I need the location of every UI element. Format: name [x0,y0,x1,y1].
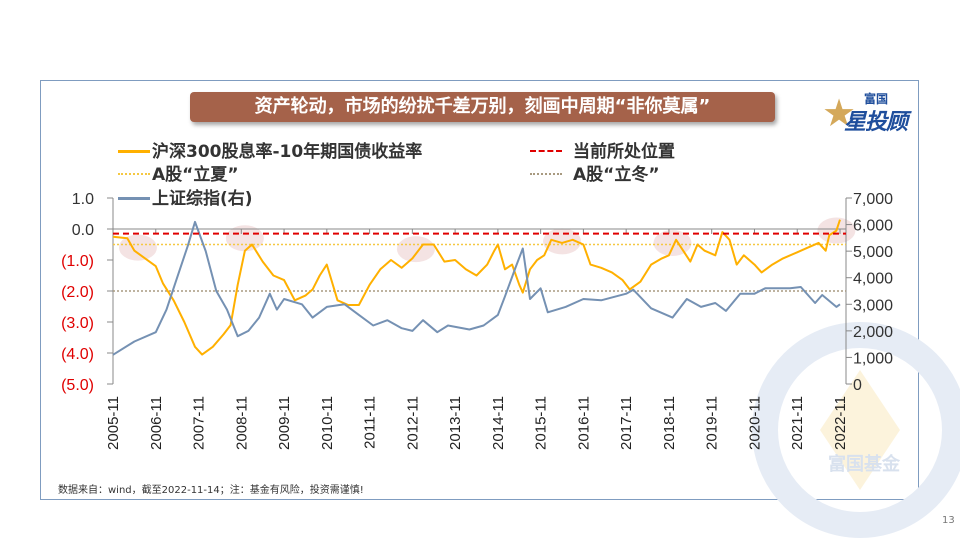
highlight-ellipse [396,236,435,263]
y-right-tick-label: 3,000 [853,297,893,314]
legend-label-index: 上证综指(右) [152,189,253,209]
y-left-tick-label: (1.0) [61,253,94,270]
legend-swatch-yield [118,150,150,153]
x-tick-label: 2022-11 [832,396,849,450]
legend-swatch-current [530,150,562,152]
star-icon: ★ [822,91,857,135]
y-right-tick-label: 4,000 [853,271,893,288]
legend-swatch-winter [530,173,562,175]
slide-title: 资产轮动，市场的纷扰千差万别，刻画中周期“非你莫属” [190,92,775,122]
source-note: 数据来自：wind，截至2022-11-14；注：基金有风险，投资需谨慎! [58,485,364,496]
legend-swatch-summer [118,173,150,175]
watermark-text: 富国基金 [828,453,901,475]
y-right-tick-label: 6,000 [853,218,893,235]
legend-label-yield: 沪深300股息率-10年期国债收益率 [152,142,423,162]
x-tick-label: 2018-11 [661,396,678,450]
x-tick-label: 2010-11 [319,396,336,450]
x-tick-label: 2012-11 [404,396,421,450]
x-tick-label: 2007-11 [191,396,208,450]
legend-label-summer: A股“立夏” [152,165,239,185]
y-left-tick-label: (3.0) [61,315,94,332]
y-right-tick-label: 0 [853,377,862,394]
chart-frame [40,80,919,500]
y-left-tick-label: 0.0 [72,222,94,239]
y-right-tick-label: 7,000 [853,191,893,208]
x-tick-label: 2009-11 [276,396,293,450]
x-tick-label: 2017-11 [618,396,635,450]
y-left-tick-label: (4.0) [61,346,94,363]
highlight-ellipse [543,228,582,255]
page-number: 13 [942,515,955,526]
index-series-line [112,220,841,356]
x-tick-label: 2013-11 [447,396,464,450]
x-tick-label: 2006-11 [148,396,165,450]
x-tick-label: 2019-11 [704,396,721,450]
x-tick-label: 2011-11 [362,396,379,449]
y-right-tick-label: 2,000 [853,324,893,341]
legend-label-current: 当前所处位置 [573,142,675,162]
y-right-tick-label: 1,000 [853,350,893,367]
y-left-tick-label: 1.0 [72,191,94,208]
y-left-tick-label: (5.0) [61,377,94,394]
x-tick-label: 2020-11 [746,396,763,450]
x-tick-label: 2005-11 [105,396,122,450]
x-tick-label: 2021-11 [789,396,806,450]
x-tick-label: 2008-11 [233,396,250,450]
y-right-tick-label: 5,000 [853,244,893,261]
brand-logo: ★ 富国 星投顾 [822,90,910,135]
x-tick-label: 2014-11 [490,396,507,450]
logo-small-text: 富国 [864,92,889,106]
x-tick-label: 2015-11 [533,396,550,450]
legend-label-winter: A股“立冬” [573,165,660,185]
watermark-ring [752,322,960,538]
x-tick-label: 2016-11 [575,396,592,450]
legend-swatch-index [118,197,150,200]
watermark-diamond [820,370,900,490]
yield-series-line [112,219,841,356]
y-left-tick-label: (2.0) [61,284,94,301]
logo-big-text: 星投顾 [844,110,908,135]
